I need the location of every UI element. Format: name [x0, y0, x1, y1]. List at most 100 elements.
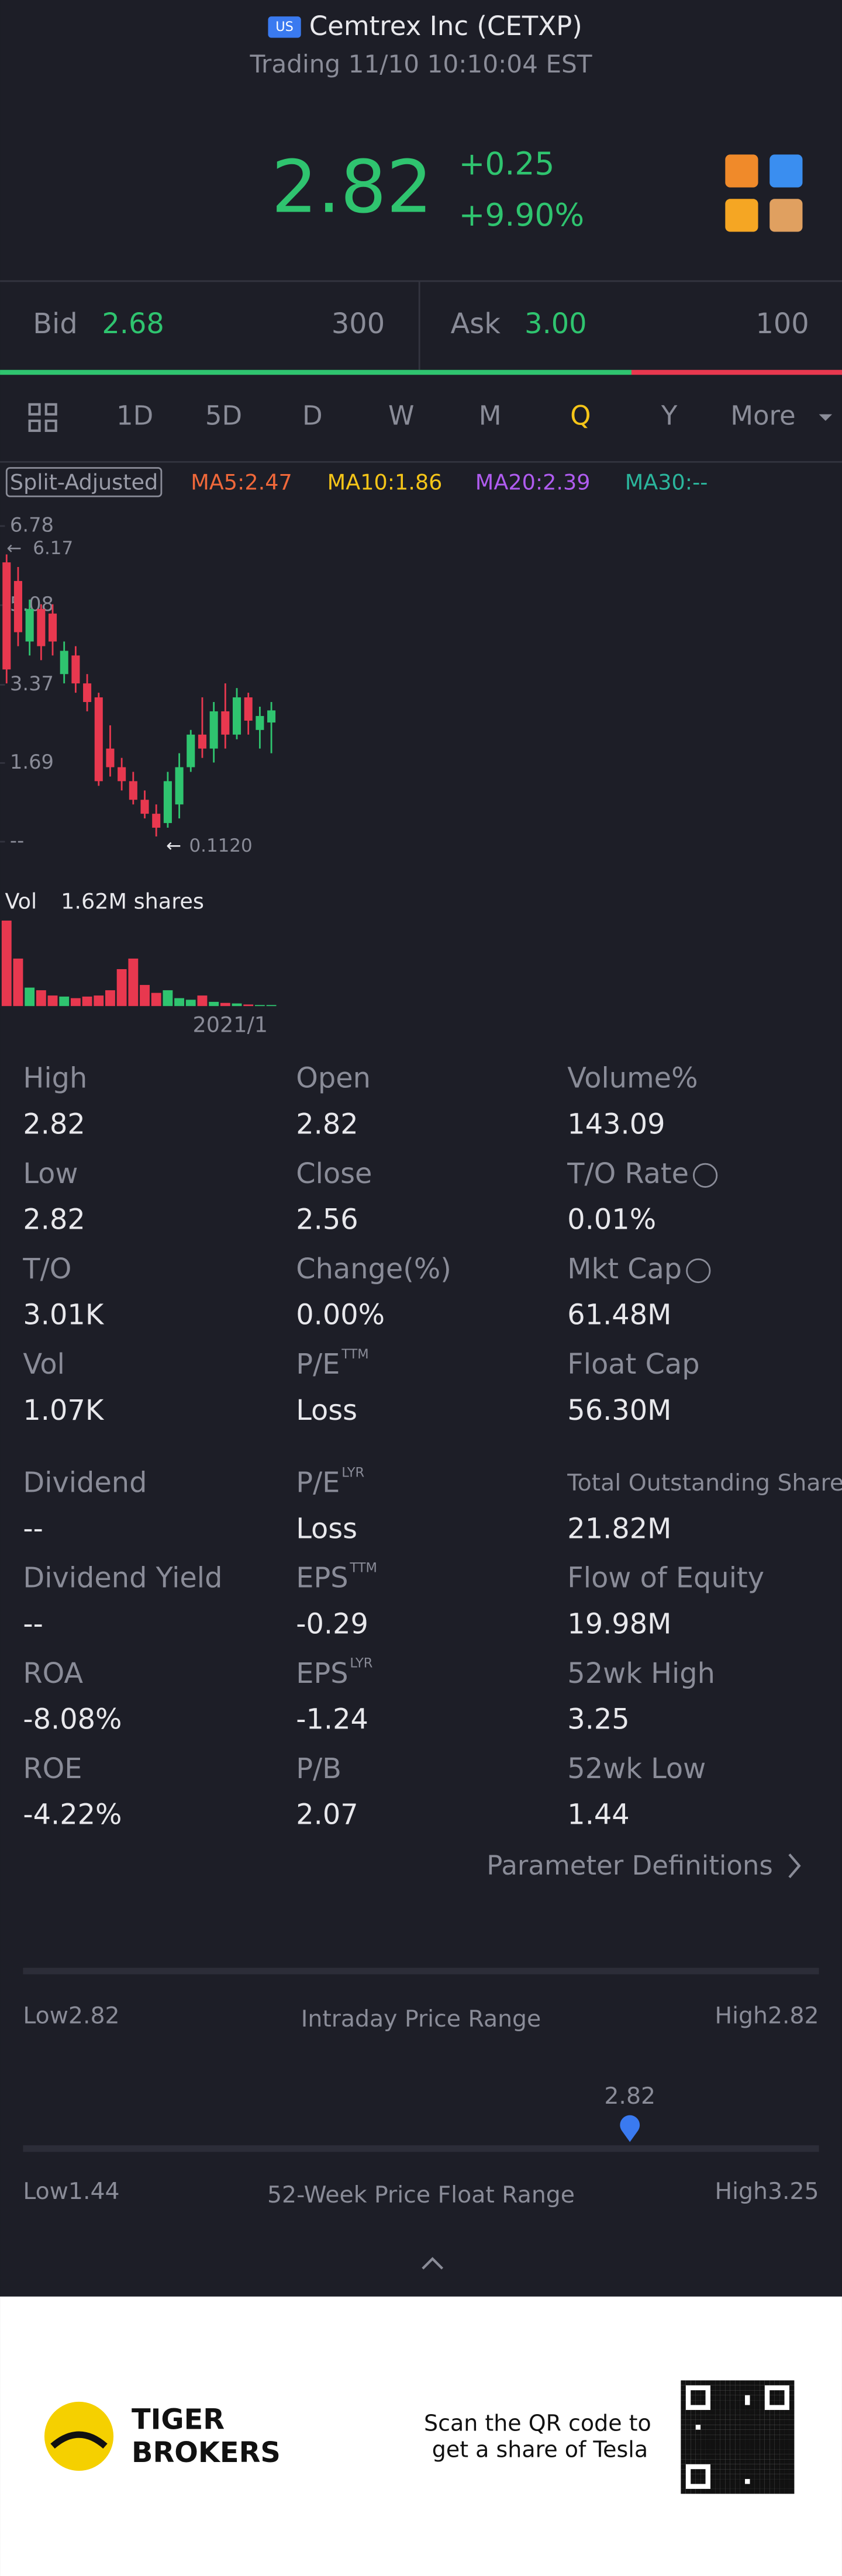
- qr-cell: [779, 2469, 785, 2474]
- icon[interactable]: [725, 154, 758, 188]
- qr-cell: [681, 2444, 686, 2450]
- qr-cell: [774, 2429, 780, 2435]
- qr-cell: [760, 2439, 765, 2445]
- quote-icons[interactable]: [725, 154, 803, 232]
- candle-body: [83, 683, 92, 703]
- qr-cell: [750, 2415, 755, 2420]
- stat-label: Float Cap: [567, 1348, 699, 1381]
- qr-cell: [779, 2419, 785, 2425]
- qr-cell: [700, 2449, 706, 2454]
- qr-cell: [760, 2484, 765, 2489]
- qr-cell: [745, 2380, 750, 2385]
- qr-cell: [735, 2400, 740, 2405]
- qr-cell: [705, 2419, 710, 2425]
- qr-cell: [779, 2395, 785, 2401]
- qr-cell: [769, 2439, 775, 2445]
- qr-cell: [730, 2425, 736, 2430]
- qr-cell: [740, 2464, 746, 2470]
- qr-cell: [760, 2444, 765, 2450]
- tab[interactable]: Q: [570, 400, 591, 431]
- qr-cell: [710, 2409, 716, 2415]
- qr-cell: [715, 2444, 720, 2450]
- qr-cell: [789, 2484, 795, 2489]
- tab[interactable]: 5D: [205, 400, 242, 431]
- qr-cell: [764, 2464, 770, 2470]
- icon[interactable]: [769, 154, 803, 188]
- stat-sup: TTM: [341, 1347, 368, 1362]
- qr-cell: [685, 2425, 691, 2430]
- range-track: [23, 1968, 819, 1975]
- qr-cell: [754, 2405, 760, 2410]
- qr-cell: [769, 2464, 775, 2470]
- qr-cell: [691, 2435, 696, 2440]
- qr-cell: [730, 2469, 736, 2474]
- qr-cell: [735, 2484, 740, 2489]
- qr-cell: [681, 2484, 686, 2489]
- qr-cell: [774, 2459, 780, 2464]
- stat-value: 1.07K: [23, 1395, 104, 1427]
- qr-cell: [710, 2400, 716, 2405]
- qr-cell: [691, 2479, 696, 2484]
- qr-cell: [735, 2449, 740, 2454]
- qr-cell: [681, 2395, 686, 2401]
- icon[interactable]: [769, 199, 803, 232]
- icon[interactable]: [725, 199, 758, 232]
- range-high: 2.82: [768, 2002, 819, 2029]
- tab[interactable]: Y: [661, 400, 678, 431]
- stat-label: Low: [23, 1158, 78, 1190]
- range-current: 2.82: [604, 2083, 655, 2110]
- stat-value: -8.08%: [23, 1704, 122, 1736]
- qr-cell: [745, 2385, 750, 2391]
- qr-cell: [750, 2409, 755, 2415]
- stat-value: -0.29: [296, 1608, 368, 1640]
- qr-cell: [769, 2484, 775, 2489]
- qr-cell: [730, 2484, 736, 2489]
- qr-cell: [784, 2459, 789, 2464]
- qr-cell: [750, 2474, 755, 2480]
- qr-cell: [774, 2449, 780, 2454]
- qr-cell: [730, 2488, 736, 2494]
- qr-cell: [700, 2380, 706, 2385]
- qr-cell: [769, 2415, 775, 2420]
- qr-cell: [720, 2380, 726, 2385]
- tab[interactable]: W: [388, 400, 414, 431]
- qr-cell: [789, 2459, 795, 2464]
- qr-cell: [769, 2444, 775, 2450]
- param-link[interactable]: Parameter Definitions: [486, 1850, 773, 1881]
- qr-cell: [760, 2380, 765, 2385]
- qr-cell: [715, 2429, 720, 2435]
- qr-cell: [710, 2435, 716, 2440]
- collapse[interactable]: [422, 2257, 444, 2270]
- qr-cell: [681, 2474, 686, 2480]
- qr-cell: [720, 2488, 726, 2494]
- qr-cell: [740, 2488, 746, 2494]
- tab[interactable]: More: [730, 400, 796, 431]
- tab[interactable]: D: [302, 400, 323, 431]
- tab[interactable]: M: [479, 400, 502, 431]
- tab[interactable]: 1D: [116, 400, 153, 431]
- qr-cell: [735, 2435, 740, 2440]
- chevron[interactable]: [788, 1853, 801, 1879]
- qr-cell: [754, 2435, 760, 2440]
- qr-cell: [681, 2435, 686, 2440]
- qr-cell: [691, 2449, 696, 2454]
- qr-cell: [784, 2380, 789, 2385]
- range-title: 52-Week Price Float Range: [267, 2181, 575, 2208]
- qr-cell: [725, 2425, 730, 2430]
- qr-cell: [720, 2435, 726, 2440]
- qr-cell: [754, 2454, 760, 2460]
- qr-cell: [705, 2459, 710, 2464]
- qr-cell: [730, 2464, 736, 2470]
- qr-cell: [750, 2484, 755, 2489]
- qr-cell: [750, 2405, 755, 2410]
- qr-cell: [700, 2469, 706, 2474]
- qr-cell: [691, 2474, 696, 2480]
- stat-value: 19.98M: [567, 1608, 671, 1640]
- grid-icon[interactable]: [28, 403, 57, 432]
- info-icon[interactable]: [686, 1258, 711, 1284]
- info-icon[interactable]: [693, 1163, 718, 1188]
- qr-cell: [789, 2425, 795, 2430]
- arrow: ←: [6, 538, 22, 559]
- qr-cell: [774, 2395, 780, 2401]
- cta: get a share of Tesla: [432, 2437, 648, 2463]
